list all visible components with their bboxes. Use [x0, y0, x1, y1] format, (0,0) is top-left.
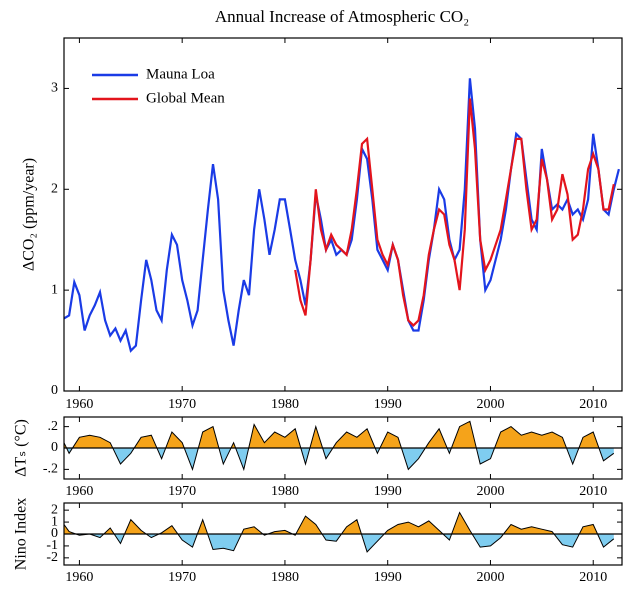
x-tick-label: 1970: [168, 570, 196, 585]
y-axis-label: ΔTₛ (°C): [13, 419, 30, 477]
y-tick-label: 0: [51, 383, 58, 398]
y-tick-label: 0: [51, 526, 58, 541]
x-tick-label: 1990: [374, 484, 402, 499]
x-tick-label: 1960: [65, 484, 93, 499]
y-tick-label: -1: [46, 538, 58, 553]
data-line: [63, 511, 615, 553]
x-tick-label: 2000: [476, 484, 504, 499]
area-positive: [64, 512, 614, 534]
x-tick-label: 1960: [65, 570, 93, 585]
x-tick-label: 2010: [579, 397, 607, 412]
plot-frame: [63, 502, 623, 566]
y-tick-label: 2: [51, 182, 58, 197]
y-tick-label: 1: [51, 282, 58, 297]
x-tick-label: 1980: [271, 570, 299, 585]
y-tick-label: -.2: [43, 462, 58, 477]
y-axis-label: Nino Index: [13, 498, 30, 570]
plot-frame: [63, 37, 623, 392]
x-tick-label: 1990: [374, 397, 402, 412]
area-positive: [64, 421, 614, 448]
x-tick-label: 2000: [476, 397, 504, 412]
y-tick-label: 3: [51, 81, 58, 96]
y-tick-label: 0: [51, 440, 58, 455]
x-tick-label: 2010: [579, 570, 607, 585]
x-tick-label: 2000: [476, 570, 504, 585]
x-tick-label: 2010: [579, 484, 607, 499]
legend-label: Mauna Loa: [146, 66, 215, 82]
area-negative: [64, 534, 614, 552]
data-line: [63, 420, 615, 472]
y-tick-label: 2: [51, 502, 58, 517]
plot-frame: [63, 416, 623, 480]
x-tick-label: 1970: [168, 484, 196, 499]
x-tick-label: 1980: [271, 397, 299, 412]
x-tick-label: 1960: [65, 397, 93, 412]
x-tick-label: 1970: [168, 397, 196, 412]
y-axis-label: ΔCO₂ (ppm/year): [21, 158, 38, 271]
y-tick-label: -2: [46, 550, 58, 565]
chart-title: Annual Increase of Atmospheric CO₂: [215, 7, 469, 26]
y-tick-label: 1: [51, 514, 58, 529]
y-tick-label: .2: [48, 419, 59, 434]
x-tick-label: 1980: [271, 484, 299, 499]
area-negative: [64, 448, 614, 470]
legend-label: Global Mean: [146, 90, 225, 106]
data-line: [64, 78, 620, 353]
x-tick-label: 1990: [374, 570, 402, 585]
data-line: [294, 98, 615, 327]
